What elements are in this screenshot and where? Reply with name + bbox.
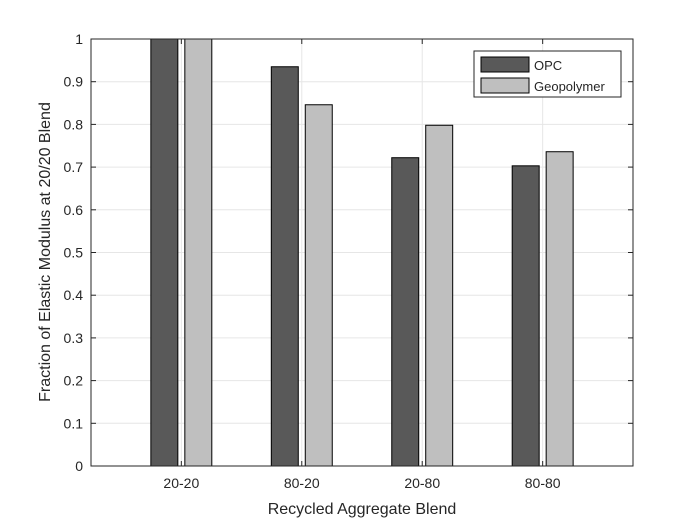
- x-tick-label: 20-80: [404, 475, 440, 491]
- x-axis-label: Recycled Aggregate Blend: [268, 501, 457, 518]
- bar-geopolymer-80-20: [304, 104, 333, 467]
- legend: OPC Geopolymer: [473, 50, 622, 98]
- y-tick-label: 0.7: [64, 159, 84, 175]
- legend-label-geopolymer: Geopolymer: [534, 79, 605, 94]
- y-tick-label: 0.2: [64, 373, 84, 389]
- x-tick-label: 20-20: [163, 475, 199, 491]
- bar-geopolymer-20-80: [425, 124, 454, 467]
- y-tick-label: 0.8: [64, 116, 84, 132]
- y-tick-label: 0.9: [64, 74, 84, 90]
- x-tick-label: 80-20: [284, 475, 320, 491]
- y-tick-label: 0.4: [64, 287, 84, 303]
- x-tick-label: 80-80: [525, 475, 561, 491]
- y-axis-ticks: 0 0.1 0.2 0.3 0.4 0.5 0.6 0.7 0.8 0.9 1: [64, 31, 633, 474]
- legend-swatch-geopolymer: [480, 77, 530, 94]
- bar-opc-20-80: [391, 157, 420, 467]
- y-tick-label: 0.1: [64, 415, 84, 431]
- x-axis-ticks: 20-20 80-20 20-80 80-80: [163, 39, 561, 491]
- y-tick-label: 0: [75, 458, 83, 474]
- y-axis-label: Fraction of Elastic Modulus at 20/20 Ble…: [37, 102, 54, 402]
- y-tick-label: 0.3: [64, 330, 84, 346]
- legend-swatch-opc: [480, 56, 530, 73]
- legend-label-opc: OPC: [534, 58, 562, 73]
- bar-opc-20-20: [150, 38, 179, 467]
- bars: [150, 38, 574, 467]
- y-tick-label: 0.5: [64, 245, 84, 261]
- y-tick-label: 0.6: [64, 202, 84, 218]
- bar-opc-80-80: [511, 165, 540, 467]
- y-tick-label: 1: [75, 31, 83, 47]
- bar-geopolymer-20-20: [184, 38, 213, 467]
- bar-geopolymer-80-80: [545, 151, 574, 467]
- bar-opc-80-20: [270, 66, 299, 467]
